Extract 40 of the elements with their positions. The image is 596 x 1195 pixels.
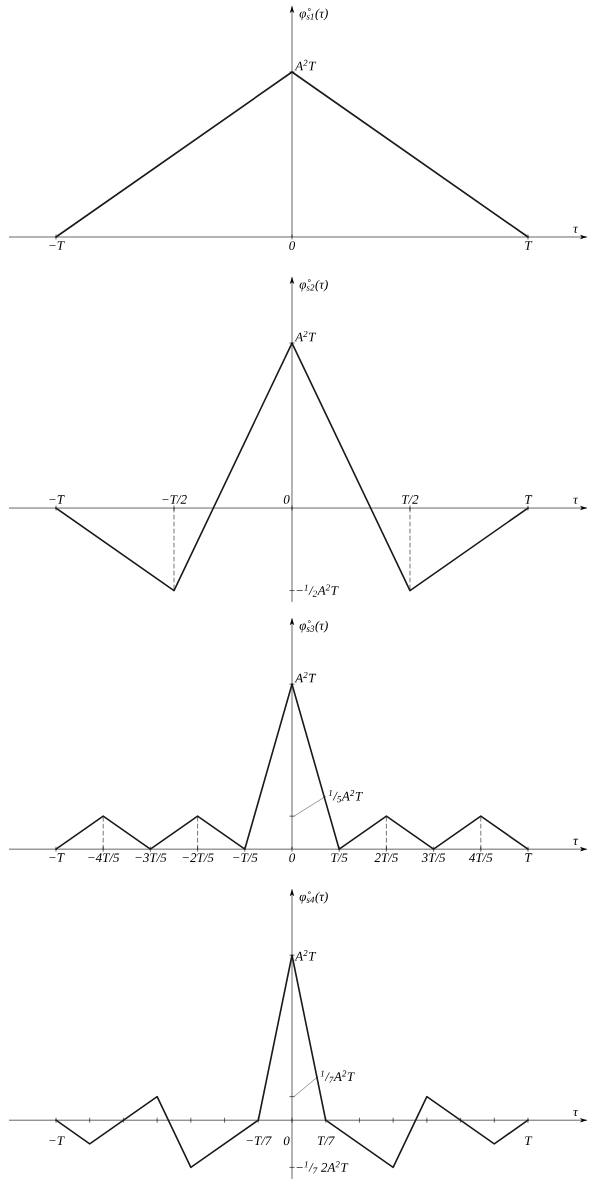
x-tick-label: −T — [49, 241, 65, 250]
x-axis-title: τ — [573, 1109, 579, 1117]
x-tick-label: T — [525, 241, 533, 250]
y-axis-title: φ̊$_{s4}$(τ) — [299, 891, 328, 904]
y-axis-title: φ̊$_{s3}$(τ) — [299, 620, 328, 633]
text: A$^{2}$T — [294, 671, 317, 683]
x-tick-label: −2T/5 — [182, 853, 214, 863]
annotation: $^{1}$/$_{5}$A$^{2}$T — [328, 790, 363, 803]
x-tick-label: −T — [49, 1136, 65, 1145]
x-tick-label: 0 — [283, 1136, 290, 1146]
annotation: A$^{2}$T — [294, 950, 317, 961]
text: A$^{2}$T — [294, 59, 317, 71]
y-axis-title: φ̊$_{s1}$(τ) — [299, 8, 328, 21]
x-tick-label: −T/2 — [162, 495, 187, 504]
x-tick-label: T — [525, 853, 533, 862]
x-tick-label: T — [525, 495, 533, 504]
x-tick-label: −T/5 — [233, 853, 258, 863]
x-tick-label: −4T/5 — [88, 853, 120, 863]
text: A$^{2}$T — [294, 330, 317, 342]
x-tick-label: 2T/5 — [374, 853, 398, 863]
x-tick-label: −T — [49, 853, 65, 862]
x-axis-title: τ — [573, 497, 579, 504]
x-tick-label: 0 — [289, 853, 296, 863]
x-tick-label: −T — [49, 495, 65, 504]
x-tick-label: T/5 — [331, 853, 348, 863]
x-tick-label: 0 — [289, 241, 296, 250]
x-tick-label: T — [525, 1136, 533, 1145]
x-axis-title: τ — [573, 226, 579, 233]
x-axis-title: τ — [573, 838, 579, 845]
x-tick-label: 3T/5 — [421, 853, 446, 863]
annotation: −$^{1}$/$_{7}$ 2A$^{2}$T — [296, 1161, 349, 1174]
x-tick-label: −T/7 — [246, 1136, 272, 1146]
annotation: $^{1}$/$_{7}$A$^{2}$T — [320, 1070, 355, 1083]
x-tick-label: 0 — [283, 495, 290, 504]
x-tick-label: T/2 — [402, 495, 419, 504]
x-tick-label: −3T/5 — [135, 853, 167, 863]
y-axis-title: φ̊$_{s2}$(τ) — [299, 279, 328, 292]
annotation: −$^{1}$/$_{2}$A$^{2}$T — [296, 584, 339, 597]
x-tick-label: T/7 — [317, 1136, 335, 1146]
x-tick-label: 4T/5 — [468, 853, 493, 863]
